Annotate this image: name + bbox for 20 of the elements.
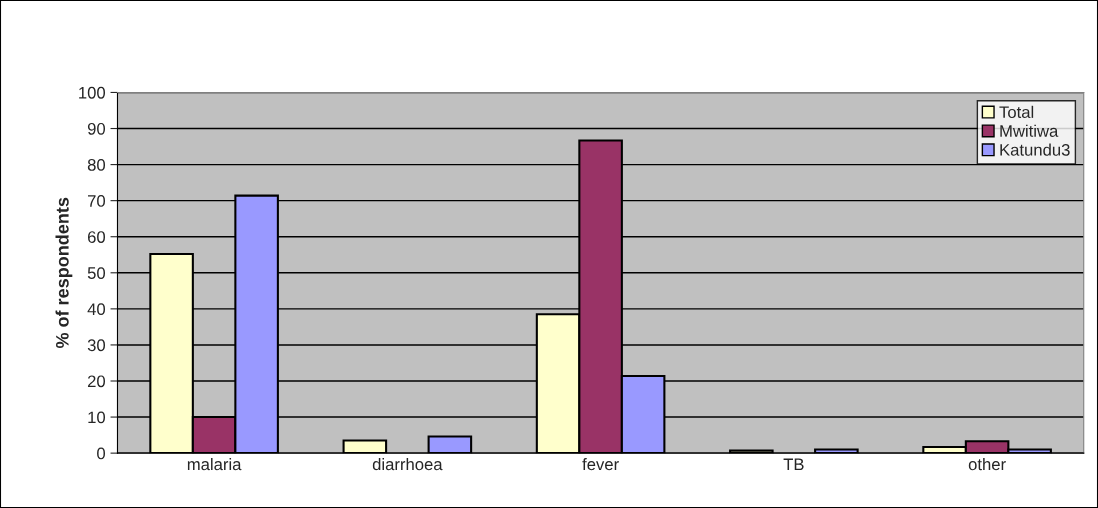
y-tick-label: 40 xyxy=(87,303,106,316)
y-tick-label: 100 xyxy=(79,86,106,99)
y-tick-label: 70 xyxy=(88,195,106,207)
y-tick-label: 80 xyxy=(87,158,106,171)
y-tick-label: 90 xyxy=(87,122,106,135)
legend-label: Mwitiwa xyxy=(1000,124,1059,137)
x-tick-label: other xyxy=(968,458,1006,471)
legend-label: Total xyxy=(999,105,1034,119)
legend-label: Katundu3 xyxy=(1000,143,1070,156)
y-tick-label: 30 xyxy=(87,339,106,352)
y-tick-label: 20 xyxy=(87,375,106,388)
y-tick-label: 0 xyxy=(97,447,106,460)
x-tick-label: malaria xyxy=(187,458,242,471)
x-tick-label: TB xyxy=(783,458,804,471)
y-axis-title: % of respondents xyxy=(55,197,73,349)
y-tick-label: 60 xyxy=(87,231,106,243)
y-tick-label: 10 xyxy=(88,411,106,424)
x-tick-label: diarrhoea xyxy=(372,458,443,471)
x-tick-label: fever xyxy=(582,458,619,471)
y-tick-label: 50 xyxy=(87,267,106,279)
